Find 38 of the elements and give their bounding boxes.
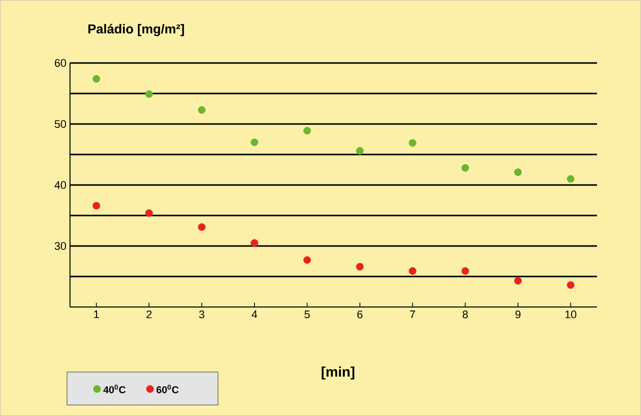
x-tick-label: 8 <box>462 310 468 318</box>
x-tick-label: 4 <box>252 310 258 318</box>
x-tick-label: 9 <box>515 310 520 318</box>
chart-title: Paládio [mg/m²] <box>88 24 184 36</box>
y-tick-label: 50 <box>54 120 66 128</box>
point <box>408 267 416 275</box>
y-tick-label: 40 <box>54 181 66 189</box>
x-tick-label: 5 <box>304 310 310 318</box>
point <box>198 223 206 231</box>
point <box>250 239 258 247</box>
point <box>356 147 364 155</box>
point <box>145 209 153 217</box>
point <box>303 256 311 264</box>
x-tick-label: 1 <box>94 310 99 318</box>
point <box>461 267 470 275</box>
point <box>461 164 470 172</box>
x-tick-label: 7 <box>410 310 416 318</box>
y-tick-label: 60 <box>54 59 66 67</box>
point <box>92 202 100 210</box>
x-tick-label: 6 <box>357 310 362 318</box>
x-axis-title: [min] <box>322 366 354 380</box>
point <box>145 90 153 98</box>
point <box>250 138 258 146</box>
x-tick-label: 10 <box>565 310 576 318</box>
point <box>303 126 311 134</box>
point <box>566 281 574 289</box>
x-tick-label: 2 <box>146 310 152 318</box>
point <box>514 276 522 285</box>
legend-label: 40$^{0}$C <box>103 384 126 394</box>
point <box>566 175 574 183</box>
point <box>514 168 522 176</box>
point <box>198 106 206 114</box>
legend-label: 60$^{0}$C <box>156 384 179 394</box>
point <box>356 262 364 271</box>
x-tick-label: 3 <box>199 310 204 318</box>
y-tick-label: 30 <box>54 242 66 250</box>
point <box>92 75 100 83</box>
point <box>408 139 416 147</box>
